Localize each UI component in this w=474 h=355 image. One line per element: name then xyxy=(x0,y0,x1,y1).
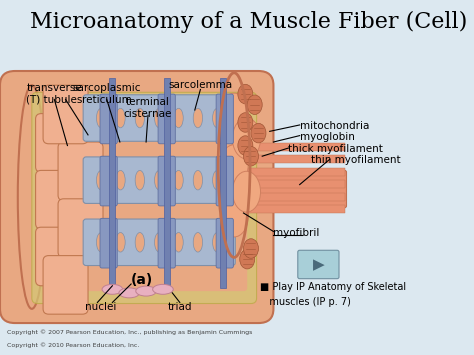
Ellipse shape xyxy=(244,239,258,258)
Ellipse shape xyxy=(240,249,255,269)
FancyBboxPatch shape xyxy=(100,94,117,144)
Ellipse shape xyxy=(116,170,125,190)
Ellipse shape xyxy=(135,233,145,252)
Text: Microanatomy of a Muscle Fiber (Cell): Microanatomy of a Muscle Fiber (Cell) xyxy=(30,11,467,33)
Ellipse shape xyxy=(155,170,164,190)
Ellipse shape xyxy=(212,108,222,128)
Text: sarcolemma: sarcolemma xyxy=(168,80,232,90)
Bar xyxy=(109,78,115,288)
FancyBboxPatch shape xyxy=(216,94,233,144)
Ellipse shape xyxy=(96,108,106,128)
FancyBboxPatch shape xyxy=(83,219,235,266)
FancyBboxPatch shape xyxy=(83,95,235,141)
FancyBboxPatch shape xyxy=(83,157,235,203)
FancyBboxPatch shape xyxy=(58,142,103,201)
FancyBboxPatch shape xyxy=(100,218,117,268)
Ellipse shape xyxy=(153,284,173,294)
Bar xyxy=(232,193,345,201)
Ellipse shape xyxy=(212,233,222,252)
Text: ▶: ▶ xyxy=(312,257,324,272)
Ellipse shape xyxy=(135,170,145,190)
Ellipse shape xyxy=(193,170,202,190)
FancyBboxPatch shape xyxy=(158,218,175,268)
Text: transverse
(T) tubules: transverse (T) tubules xyxy=(26,83,82,105)
Ellipse shape xyxy=(155,108,164,128)
Ellipse shape xyxy=(116,233,125,252)
Text: muscles (IP p. 7): muscles (IP p. 7) xyxy=(260,297,351,307)
Ellipse shape xyxy=(193,108,202,128)
FancyBboxPatch shape xyxy=(216,156,233,206)
FancyBboxPatch shape xyxy=(216,218,233,268)
FancyBboxPatch shape xyxy=(36,114,81,172)
Ellipse shape xyxy=(193,233,202,252)
Bar xyxy=(220,78,226,288)
Ellipse shape xyxy=(136,286,156,296)
Text: (a): (a) xyxy=(131,273,154,288)
Ellipse shape xyxy=(232,171,261,212)
Bar xyxy=(232,205,345,213)
FancyBboxPatch shape xyxy=(158,156,175,206)
Ellipse shape xyxy=(174,108,183,128)
Text: triad: triad xyxy=(167,302,192,312)
Ellipse shape xyxy=(212,170,222,190)
FancyBboxPatch shape xyxy=(223,170,346,208)
Text: ■ Play IP Anatomy of Skeletal: ■ Play IP Anatomy of Skeletal xyxy=(260,282,407,292)
FancyBboxPatch shape xyxy=(32,92,256,304)
Ellipse shape xyxy=(238,136,253,155)
FancyBboxPatch shape xyxy=(100,156,117,206)
FancyBboxPatch shape xyxy=(36,227,81,286)
Text: Copyright © 2010 Pearson Education, Inc.: Copyright © 2010 Pearson Education, Inc. xyxy=(8,342,140,348)
Ellipse shape xyxy=(174,233,183,252)
Bar xyxy=(232,155,345,163)
Ellipse shape xyxy=(238,113,253,132)
Ellipse shape xyxy=(220,145,248,185)
Text: thick myofilament: thick myofilament xyxy=(289,144,383,154)
Ellipse shape xyxy=(220,93,248,134)
Ellipse shape xyxy=(135,108,145,128)
Bar xyxy=(232,168,345,176)
Text: myofibril: myofibril xyxy=(273,228,320,237)
Text: Copyright © 2007 Pearson Education, Inc., publishing as Benjamin Cummings: Copyright © 2007 Pearson Education, Inc.… xyxy=(8,330,253,335)
Ellipse shape xyxy=(96,233,106,252)
Ellipse shape xyxy=(155,233,164,252)
FancyBboxPatch shape xyxy=(36,170,81,229)
FancyBboxPatch shape xyxy=(158,94,175,144)
Text: myoglobin: myoglobin xyxy=(300,132,355,142)
Ellipse shape xyxy=(251,124,266,143)
FancyBboxPatch shape xyxy=(45,99,247,291)
Ellipse shape xyxy=(119,288,139,298)
Ellipse shape xyxy=(244,146,258,166)
Ellipse shape xyxy=(174,170,183,190)
FancyBboxPatch shape xyxy=(43,85,88,144)
FancyBboxPatch shape xyxy=(43,256,88,314)
Ellipse shape xyxy=(238,84,253,104)
Text: sarcoplasmic
reticulum: sarcoplasmic reticulum xyxy=(73,83,141,105)
Ellipse shape xyxy=(220,196,248,237)
Bar xyxy=(232,143,345,151)
Bar xyxy=(232,180,345,188)
FancyBboxPatch shape xyxy=(0,71,273,323)
FancyBboxPatch shape xyxy=(298,250,339,279)
Ellipse shape xyxy=(247,95,262,114)
Ellipse shape xyxy=(232,118,261,159)
Ellipse shape xyxy=(18,85,46,309)
Text: thin myofilament: thin myofilament xyxy=(311,155,401,165)
Text: nuclei: nuclei xyxy=(85,302,117,312)
FancyBboxPatch shape xyxy=(58,199,103,257)
Bar xyxy=(164,78,170,288)
Text: mitochondria: mitochondria xyxy=(300,121,369,131)
Text: terminal
cisternae: terminal cisternae xyxy=(124,98,172,119)
Ellipse shape xyxy=(102,284,123,294)
Ellipse shape xyxy=(96,170,106,190)
Ellipse shape xyxy=(116,108,125,128)
